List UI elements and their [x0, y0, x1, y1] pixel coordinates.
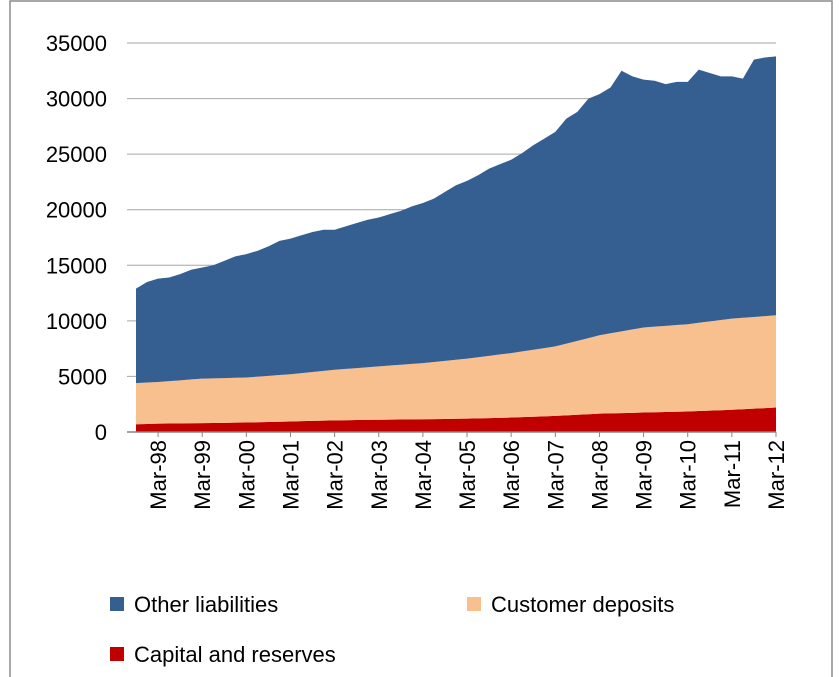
legend-label: Other liabilities — [134, 592, 278, 617]
area — [136, 407, 776, 432]
x-tick-label: Mar-02 — [323, 440, 348, 510]
y-tick-label: 15000 — [46, 253, 107, 278]
x-tick-label: Mar-06 — [499, 440, 524, 510]
x-tick-label: Mar-98 — [146, 440, 171, 510]
legend-label: Capital and reserves — [134, 642, 336, 667]
area — [136, 315, 776, 425]
frame — [9, 0, 833, 677]
y-tick-label: 0 — [95, 420, 107, 445]
y-tick-label: 30000 — [46, 87, 107, 112]
x-tick-label: Mar-09 — [632, 440, 657, 510]
x-tick-label: Mar-01 — [278, 440, 303, 510]
x-tick-label: Mar-00 — [234, 440, 259, 510]
x-tick-label: Mar-12 — [764, 440, 789, 510]
x-tick-label: Mar-07 — [543, 440, 568, 510]
y-tick-label: 25000 — [46, 142, 107, 167]
legend-label: Customer deposits — [491, 592, 674, 617]
y-tick-label: 10000 — [46, 309, 107, 334]
legend-swatch — [110, 597, 124, 611]
x-tick-label: Mar-05 — [455, 440, 480, 510]
legend-swatch — [110, 647, 124, 661]
y-tick-label: 20000 — [46, 198, 107, 223]
y-tick-label: 35000 — [46, 31, 107, 56]
y-tick-label: 5000 — [58, 364, 107, 389]
x-tick-label: Mar-03 — [367, 440, 392, 510]
x-tick-label: Mar-04 — [411, 440, 436, 510]
x-tick-label: Mar-11 — [720, 440, 745, 508]
x-tick-label: Mar-08 — [587, 440, 612, 510]
x-tick-label: Mar-10 — [676, 440, 701, 510]
area — [136, 56, 776, 384]
legend-swatch — [467, 597, 481, 611]
x-tick-label: Mar-99 — [190, 440, 215, 510]
